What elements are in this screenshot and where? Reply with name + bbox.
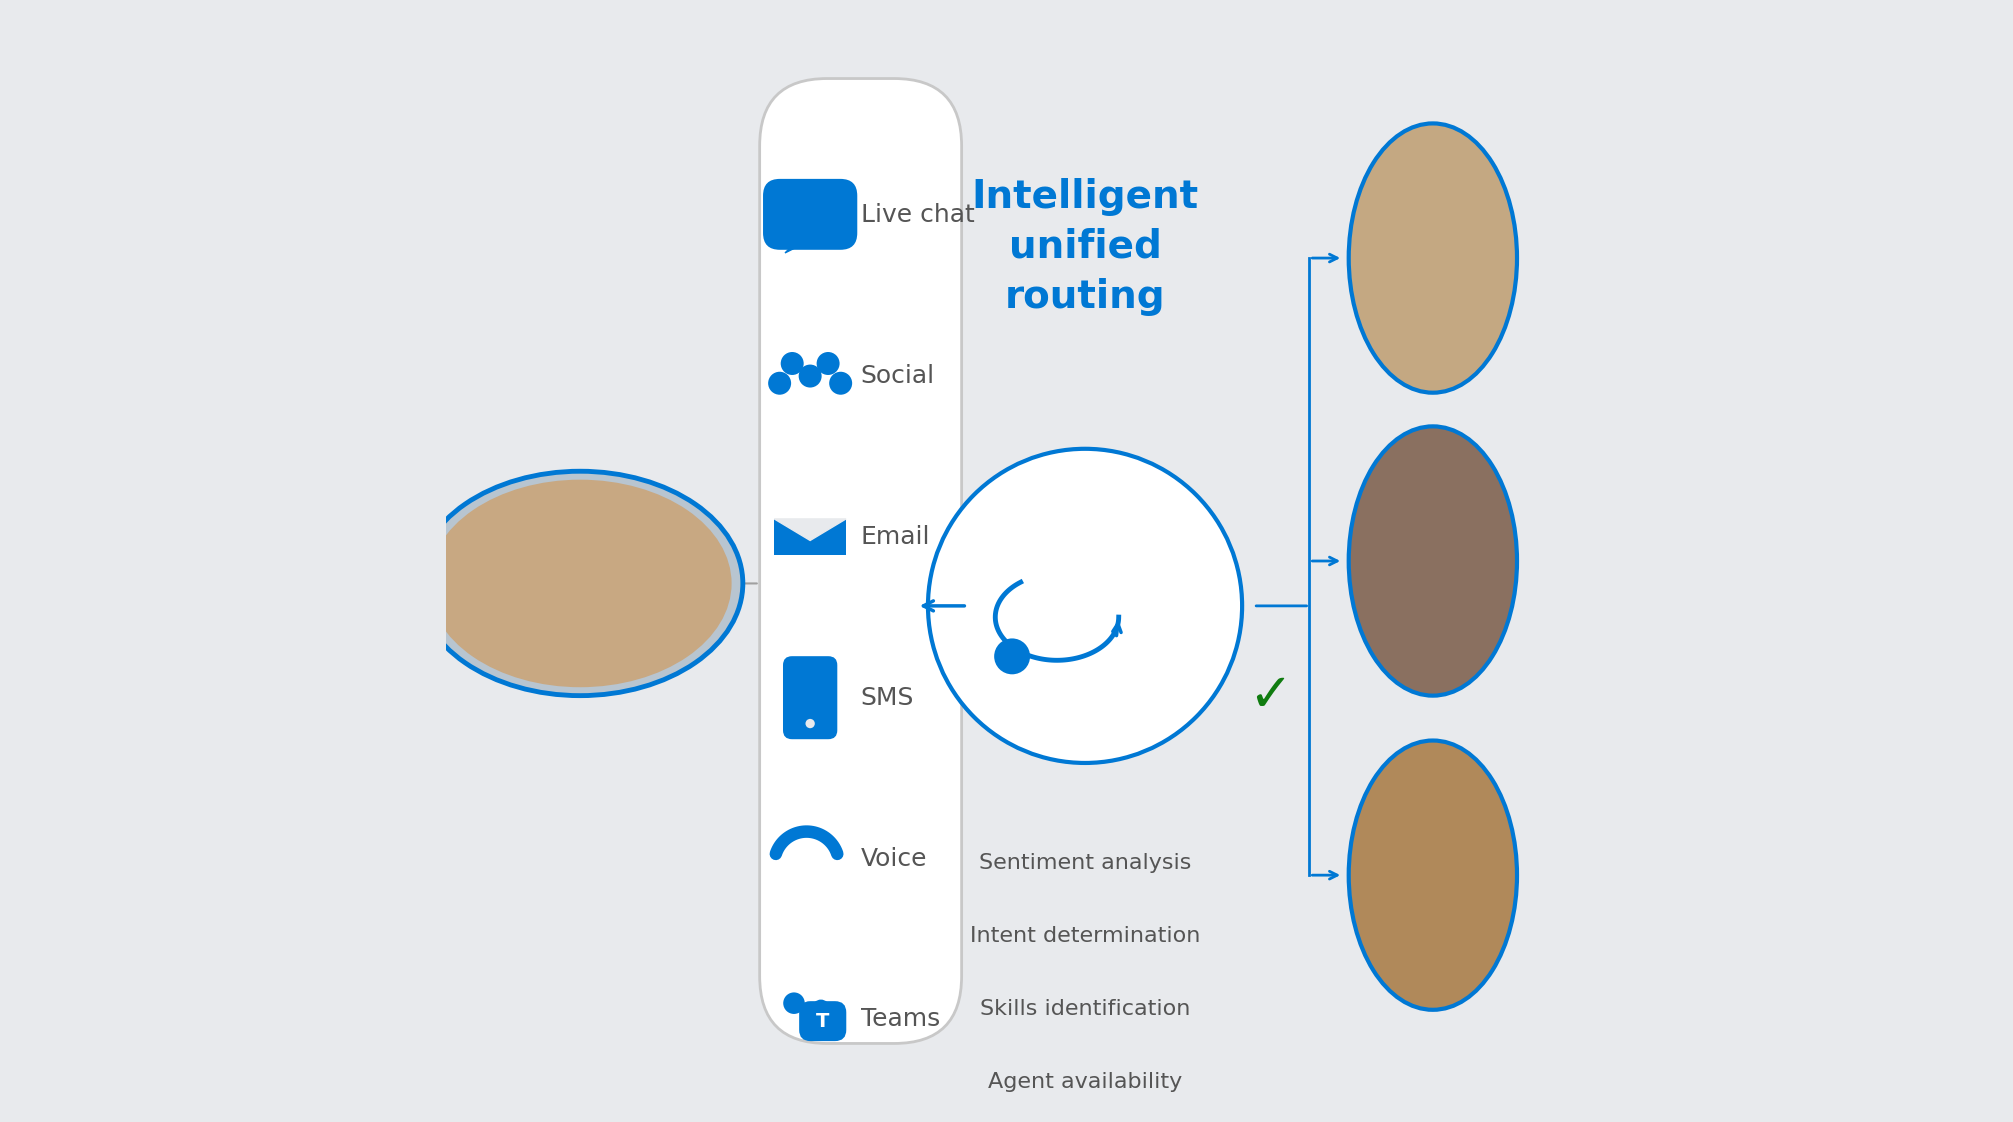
Circle shape [805,719,815,728]
Text: T: T [815,1012,829,1031]
Text: Intent determination: Intent determination [970,926,1200,946]
FancyBboxPatch shape [783,656,837,739]
Text: Agent availability: Agent availability [988,1072,1182,1092]
Ellipse shape [1349,123,1518,393]
Circle shape [781,352,803,375]
Circle shape [817,352,839,375]
Circle shape [928,449,1242,763]
Circle shape [811,1000,829,1018]
Text: SMS: SMS [862,686,914,710]
Circle shape [799,365,821,387]
Circle shape [994,638,1031,674]
Text: Email: Email [862,525,930,549]
Text: Sentiment analysis: Sentiment analysis [978,853,1192,873]
Text: Voice: Voice [862,846,928,871]
Polygon shape [775,519,845,541]
FancyBboxPatch shape [759,79,962,1043]
Polygon shape [785,239,813,252]
Text: Intelligent
unified
routing: Intelligent unified routing [972,178,1198,315]
Ellipse shape [417,471,743,696]
Circle shape [783,993,805,1014]
Text: Teams: Teams [862,1008,940,1031]
Text: Social: Social [862,364,934,388]
Circle shape [829,371,851,395]
FancyBboxPatch shape [799,1001,845,1041]
Polygon shape [775,519,845,555]
Ellipse shape [1349,741,1518,1010]
Text: ✓: ✓ [1248,670,1292,721]
Ellipse shape [1349,426,1518,696]
Text: Live chat: Live chat [862,203,974,228]
Ellipse shape [429,480,731,687]
Circle shape [769,371,791,395]
FancyBboxPatch shape [763,178,858,250]
Text: Skills identification: Skills identification [980,999,1190,1019]
